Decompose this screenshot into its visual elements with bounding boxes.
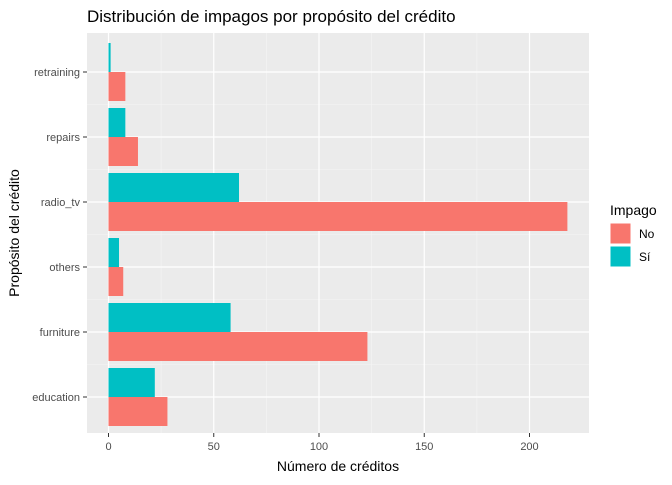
legend-label: No (639, 227, 655, 241)
x-axis-title: Número de créditos (277, 458, 399, 474)
legend-key (609, 222, 632, 245)
y-axis-title: Propósito del crédito (6, 169, 22, 297)
bar-retraining-no (108, 72, 126, 101)
bar-others-no (108, 267, 124, 296)
bar-retraining-si (108, 43, 111, 72)
minor-gridlines (87, 33, 589, 433)
x-tick-label: 50 (208, 441, 220, 453)
legend-key (609, 245, 632, 268)
bar-repairs-no (108, 137, 138, 166)
y-axis: education furniture others radio_tv repairs r… (32, 67, 87, 404)
y-tick-label: repairs (46, 132, 80, 144)
x-tick-label: 0 (105, 441, 111, 453)
y-tick-label: furniture (40, 327, 80, 339)
y-tick-label: retraining (34, 67, 80, 79)
y-tick-label: radio_tv (41, 197, 81, 209)
bar-education-si (108, 368, 155, 397)
chart-title: Distribución de impagos por propósito de… (87, 7, 456, 26)
bar-radio_tv-no (108, 202, 568, 231)
bar-repairs-si (108, 108, 126, 137)
x-tick-label: 200 (520, 441, 538, 453)
x-axis: 0 50 100 150 200 (105, 433, 539, 453)
legend-title: Impago (610, 202, 657, 218)
bar-education-no (108, 397, 168, 426)
y-tick-label: education (32, 392, 80, 404)
y-tick-label: others (49, 262, 80, 274)
x-tick-label: 150 (415, 441, 433, 453)
legend-label: Sí (639, 250, 651, 264)
x-tick-label: 100 (310, 441, 328, 453)
legend: Impago No Sí (609, 202, 657, 268)
bars (108, 43, 568, 426)
bar-radio_tv-si (108, 173, 240, 202)
bar-others-si (108, 238, 120, 267)
bar-furniture-no (108, 332, 368, 361)
bar-furniture-si (108, 303, 231, 332)
plot-panel (87, 33, 589, 433)
